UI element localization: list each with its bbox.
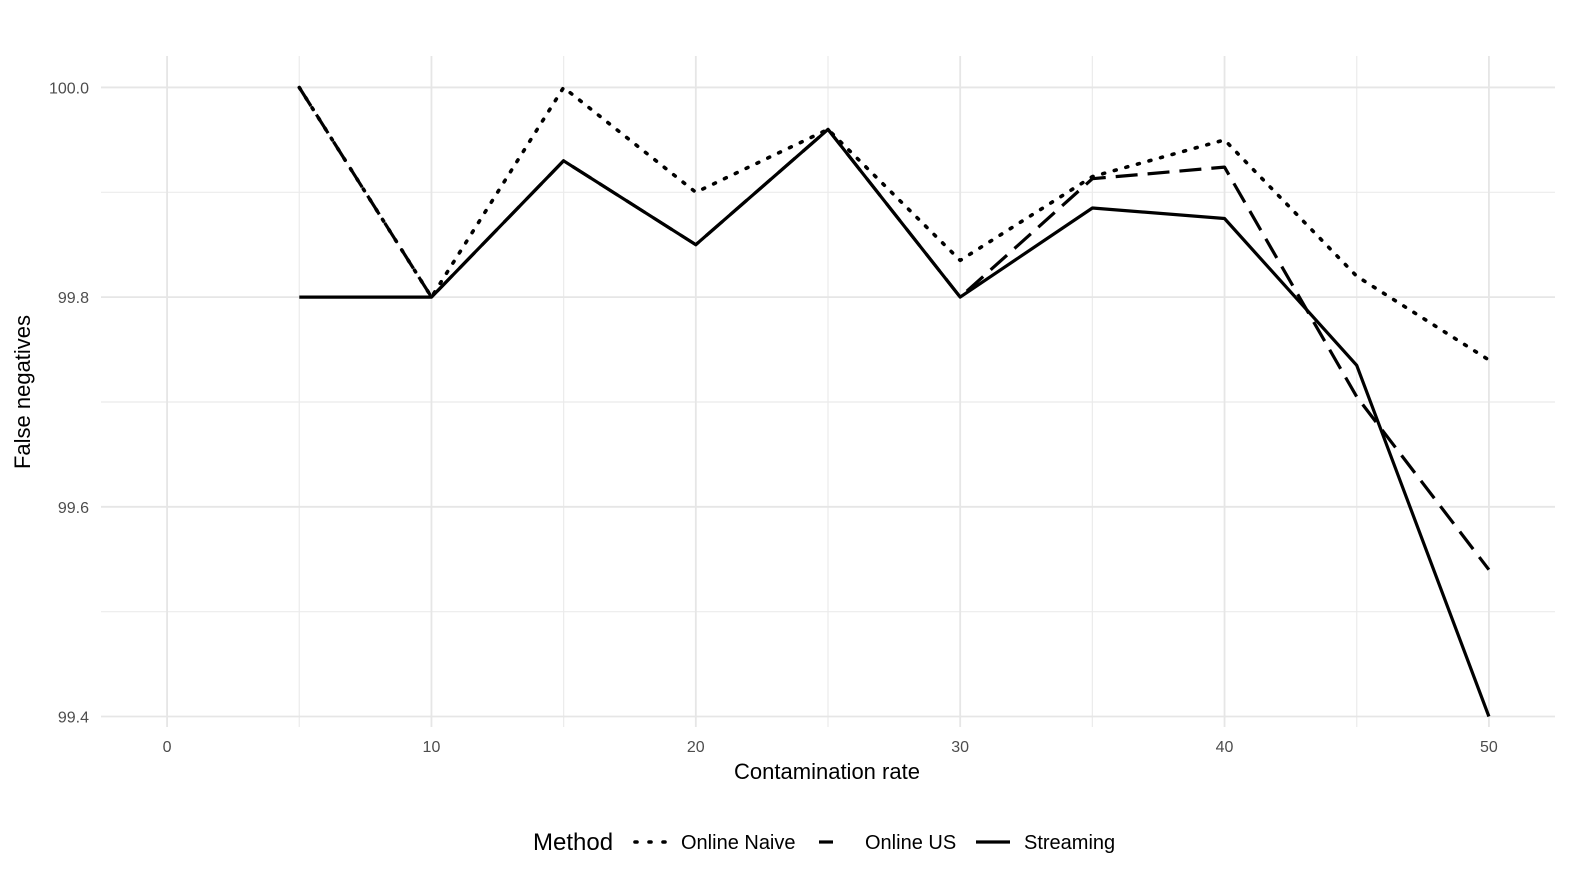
x-tick-label: 0 (163, 739, 172, 756)
x-tick-label: 30 (951, 739, 969, 756)
y-tick-label: 99.6 (58, 500, 89, 517)
y-axis-title: False negatives (10, 315, 35, 469)
series-line-streaming (299, 127, 1491, 718)
legend: Method Online Naive Online US Streaming (533, 829, 1115, 856)
y-axis-tick-labels: 99.4 99.6 99.8 100.0 (49, 80, 89, 726)
y-tick-label: 99.8 (58, 290, 89, 307)
series-lines (297, 85, 1491, 718)
y-tick-label: 99.4 (58, 710, 89, 727)
x-axis-title: Contamination rate (734, 759, 920, 784)
x-axis-tick-labels: 0 10 20 30 40 50 (163, 739, 1498, 756)
x-tick-label: 20 (687, 739, 705, 756)
series-line-online-us (297, 86, 1491, 571)
legend-title: Method (533, 829, 613, 856)
minor-gridlines (101, 56, 1555, 727)
legend-label-streaming: Streaming (1024, 832, 1115, 854)
legend-label-online-us: Online US (865, 832, 956, 854)
x-tick-label: 50 (1480, 739, 1498, 756)
legend-label-online-naive: Online Naive (681, 832, 796, 854)
y-tick-label: 100.0 (49, 80, 89, 97)
x-tick-label: 10 (423, 739, 441, 756)
x-tick-label: 40 (1216, 739, 1234, 756)
major-gridlines (101, 56, 1555, 727)
series-line-online-naive (297, 85, 1491, 362)
